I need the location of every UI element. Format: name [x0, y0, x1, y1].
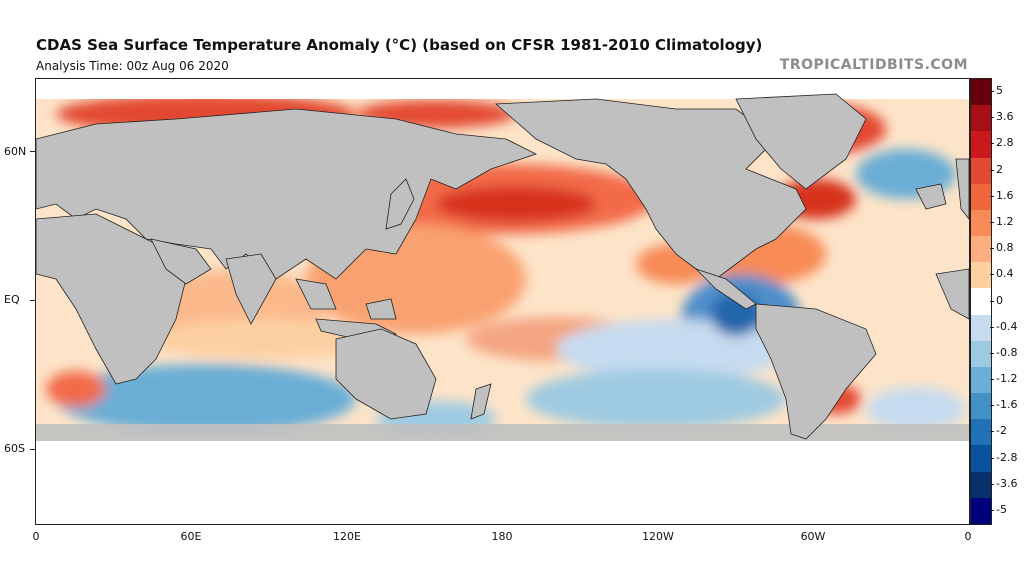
- colorbar-tick: [990, 300, 994, 302]
- lat-label-60n: 60N: [4, 145, 27, 158]
- lat-tick: [30, 449, 35, 450]
- colorbar-segment: [971, 236, 991, 263]
- map-canvas: [36, 79, 969, 524]
- colorbar-label: -5: [996, 502, 1007, 516]
- colorbar-segment: [971, 105, 991, 132]
- lat-label-60s: 60S: [4, 442, 25, 455]
- lat-label-eq: EQ: [4, 293, 20, 306]
- colorbar-segment: [971, 419, 991, 446]
- colorbar-segment: [971, 79, 991, 106]
- colorbar-segment: [971, 314, 991, 342]
- colorbar-label: 0.4: [996, 267, 1014, 281]
- colorbar-segment: [971, 262, 991, 289]
- arctic-ice: [36, 79, 969, 99]
- colorbar-tick: [990, 379, 994, 381]
- colorbar-label: -1.6: [996, 398, 1018, 412]
- colorbar-tick: [990, 195, 994, 197]
- colorbar-label: 1.6: [996, 188, 1014, 202]
- colorbar-segment: [971, 209, 991, 237]
- colorbar-label: -2: [996, 424, 1007, 438]
- colorbar-label: 0: [996, 293, 1003, 307]
- analysis-time: Analysis Time: 00z Aug 06 2020: [36, 59, 229, 73]
- colorbar-segment: [971, 340, 991, 368]
- colorbar-label: 2.8: [996, 136, 1014, 150]
- chart-title: CDAS Sea Surface Temperature Anomaly (°C…: [36, 36, 763, 54]
- colorbar-tick: [990, 117, 994, 119]
- sea-ice-edge: [36, 424, 969, 444]
- lon-label-120e: 120E: [333, 530, 361, 543]
- colorbar-tick: [990, 169, 994, 171]
- colorbar-label: -2.8: [996, 450, 1018, 464]
- colorbar: [970, 78, 992, 525]
- colorbar-tick: [990, 326, 994, 328]
- lon-label-0: 0: [32, 530, 40, 543]
- colorbar-label: -3.6: [996, 476, 1018, 490]
- colorbar-tick: [990, 405, 994, 407]
- colorbar-label: 1.2: [996, 214, 1014, 228]
- colorbar-label: -0.4: [996, 319, 1018, 333]
- colorbar-tick: [990, 352, 994, 354]
- lat-tick: [30, 151, 35, 152]
- colorbar-label: -0.8: [996, 345, 1018, 359]
- colorbar-tick: [990, 431, 994, 433]
- colorbar-label: 0.8: [996, 241, 1014, 255]
- colorbar-segment: [971, 445, 991, 473]
- colorbar-segment: [971, 183, 991, 211]
- colorbar-segment: [971, 366, 991, 394]
- colorbar-segment: [971, 497, 991, 525]
- colorbar-tick: [990, 457, 994, 459]
- lon-label-60e: 60E: [180, 530, 202, 543]
- colorbar-segment: [971, 288, 991, 316]
- colorbar-tick: [990, 509, 994, 511]
- lon-label-180: 180: [491, 530, 513, 543]
- lat-tick: [30, 300, 35, 301]
- colorbar-segment: [971, 393, 991, 420]
- antarctic-ice: [36, 441, 969, 524]
- sst-anomaly-map: [35, 78, 970, 525]
- colorbar-tick: [990, 248, 994, 250]
- colorbar-label: 3.6: [996, 110, 1014, 124]
- lon-label-120w: 120W: [642, 530, 674, 543]
- colorbar-tick: [990, 91, 994, 93]
- lon-label-0-east: 0: [964, 530, 972, 543]
- colorbar-segment: [971, 131, 991, 159]
- colorbar-label: 2: [996, 162, 1003, 176]
- colorbar-tick: [990, 274, 994, 276]
- colorbar-label: 5: [996, 84, 1003, 98]
- land: [36, 93, 969, 440]
- colorbar-segment: [971, 471, 991, 499]
- source-credit: TROPICALTIDBITS.COM: [779, 57, 968, 73]
- colorbar-tick: [990, 221, 994, 223]
- lon-label-60w: 60W: [800, 530, 826, 543]
- colorbar-label: -1.2: [996, 372, 1018, 386]
- colorbar-tick: [990, 143, 994, 145]
- colorbar-tick: [990, 483, 994, 485]
- colorbar-segment: [971, 157, 991, 185]
